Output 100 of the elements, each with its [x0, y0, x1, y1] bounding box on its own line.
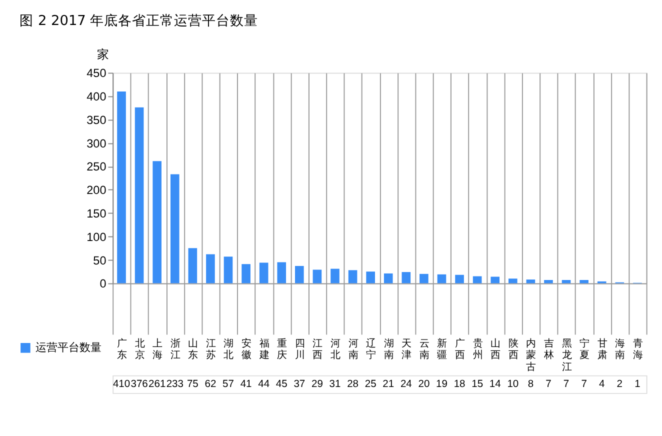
- y-tick-label: 50: [93, 254, 107, 268]
- bar: [562, 280, 571, 284]
- bar: [224, 256, 233, 284]
- bar: [295, 266, 304, 284]
- data-label: 410: [112, 379, 130, 390]
- x-tick-label: 吉林: [542, 337, 554, 362]
- bar: [402, 272, 411, 284]
- x-tick-label: 辽宁: [366, 337, 376, 362]
- y-tick-label: 150: [86, 207, 107, 220]
- x-tick-label: 新疆: [437, 337, 448, 362]
- bar: [117, 91, 126, 284]
- data-label: 41: [240, 379, 252, 390]
- data-label: 57: [222, 379, 234, 390]
- data-label: 261: [148, 379, 166, 390]
- x-tick-label: 陕西: [508, 337, 518, 362]
- data-label: 1: [634, 379, 641, 390]
- data-label: 4: [598, 379, 605, 390]
- x-tick-label: 贵州: [472, 337, 483, 362]
- data-label: 10: [507, 379, 519, 390]
- x-tick-label: 广东: [117, 337, 128, 362]
- x-tick-label: 青海: [632, 337, 643, 362]
- y-tick-label: 0: [100, 278, 107, 291]
- bar: [437, 274, 446, 284]
- data-label: 62: [204, 379, 216, 390]
- bar: [259, 262, 268, 284]
- x-tick-label: 江西: [312, 337, 323, 362]
- data-label: 29: [311, 379, 324, 390]
- x-tick-label: 安徽: [242, 337, 252, 362]
- data-label: 7: [581, 379, 588, 390]
- x-tick-label: 天津: [402, 338, 412, 362]
- data-label: 2: [616, 379, 623, 390]
- data-label: 376: [130, 379, 148, 390]
- bar: [544, 280, 553, 284]
- bar: [455, 274, 464, 284]
- bar: [188, 248, 198, 284]
- x-tick-label: 河南: [348, 337, 358, 362]
- bar: [526, 280, 536, 284]
- x-tick-label: 海南: [615, 337, 626, 362]
- data-label: 7: [546, 379, 552, 390]
- x-tick-label: 云南: [419, 338, 430, 362]
- data-label: 7: [563, 379, 570, 390]
- bar: [366, 272, 375, 284]
- x-tick-label: 甘肃: [597, 337, 608, 362]
- bar: [490, 276, 500, 284]
- bar: [152, 161, 162, 284]
- x-tick-label: 内蒙古: [526, 337, 536, 373]
- x-tick-label: 江苏: [206, 337, 216, 362]
- data-label: 19: [436, 379, 448, 390]
- y-tick-label: 250: [86, 160, 107, 174]
- data-label: 20: [418, 379, 430, 390]
- y-tick-label: 350: [86, 114, 107, 127]
- bar: [580, 280, 588, 284]
- legend-label: 运营平台数量: [35, 340, 102, 354]
- bar: [508, 278, 518, 284]
- bar: [472, 276, 482, 284]
- y-tick-label: 100: [86, 230, 107, 244]
- data-label: 75: [186, 379, 199, 390]
- bar: [170, 174, 180, 284]
- y-tick-label: 200: [86, 184, 107, 198]
- x-tick-label: 浙江: [170, 337, 180, 362]
- data-label: 44: [258, 379, 270, 390]
- data-label: 14: [489, 379, 502, 390]
- data-label: 233: [166, 379, 184, 390]
- x-tick-label: 湖北: [224, 337, 234, 362]
- x-tick-label: 上海: [152, 337, 163, 362]
- data-label: 8: [528, 379, 534, 390]
- x-tick-label: 北京: [134, 337, 145, 362]
- x-tick-label: 河北: [330, 337, 340, 362]
- bar: [277, 262, 286, 284]
- data-label: 37: [294, 379, 306, 390]
- bar: [242, 264, 250, 284]
- bar: [420, 274, 428, 284]
- x-tick-label: 四川: [294, 338, 305, 362]
- bar: [348, 270, 358, 284]
- data-label: 18: [454, 379, 466, 390]
- bar: [312, 270, 322, 284]
- x-tick-label: 山东: [188, 337, 198, 362]
- y-tick-label: 400: [86, 90, 107, 104]
- y-tick-label: 450: [86, 67, 107, 80]
- x-tick-label: 宁夏: [580, 337, 590, 362]
- x-tick-label: 湖南: [384, 337, 394, 362]
- data-label: 24: [400, 379, 412, 390]
- x-tick-label: 黑龙江: [562, 338, 572, 373]
- data-label: 15: [472, 379, 484, 390]
- bar: [330, 268, 340, 284]
- bar: [384, 273, 393, 284]
- data-label: 21: [382, 379, 394, 390]
- data-label: 28: [347, 379, 359, 390]
- bar: [206, 254, 215, 284]
- x-tick-label: 广西: [455, 337, 466, 362]
- y-tick-label: 300: [86, 137, 107, 150]
- data-label: 45: [276, 379, 288, 390]
- data-label: 31: [329, 379, 341, 390]
- chart-title: 图 2 2017 年底各省正常运营平台数量: [20, 13, 258, 30]
- y-axis-title: 家: [97, 48, 110, 62]
- bar: [134, 107, 144, 284]
- x-tick-label: 重庆: [277, 337, 288, 362]
- x-tick-label: 福建: [258, 337, 270, 362]
- data-label: 25: [364, 379, 377, 390]
- x-tick-label: 山西: [490, 337, 501, 362]
